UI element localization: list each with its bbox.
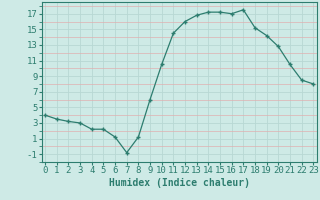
X-axis label: Humidex (Indice chaleur): Humidex (Indice chaleur): [109, 178, 250, 188]
